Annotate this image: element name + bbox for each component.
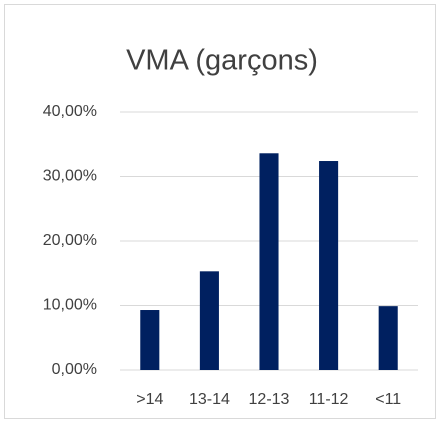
bar (199, 271, 219, 370)
y-tick-label: 30,00% (43, 168, 97, 185)
chart-title: VMA (garçons) (126, 45, 318, 77)
x-tick-label: 12-13 (249, 391, 290, 408)
x-tick-label: <11 (375, 391, 401, 408)
y-tick-label: 10,00% (43, 297, 97, 314)
chart-border (4, 4, 436, 419)
x-tick-label: 11-12 (309, 391, 349, 408)
bar (319, 161, 339, 370)
bar (259, 153, 279, 370)
bar (140, 310, 160, 370)
x-tick-label: 13-14 (189, 391, 230, 408)
bar (378, 306, 398, 370)
y-tick-label: 40,00% (43, 103, 97, 120)
x-tick-label: >14 (136, 391, 163, 408)
y-tick-label: 0,00% (52, 361, 97, 378)
y-tick-label: 20,00% (43, 232, 97, 249)
